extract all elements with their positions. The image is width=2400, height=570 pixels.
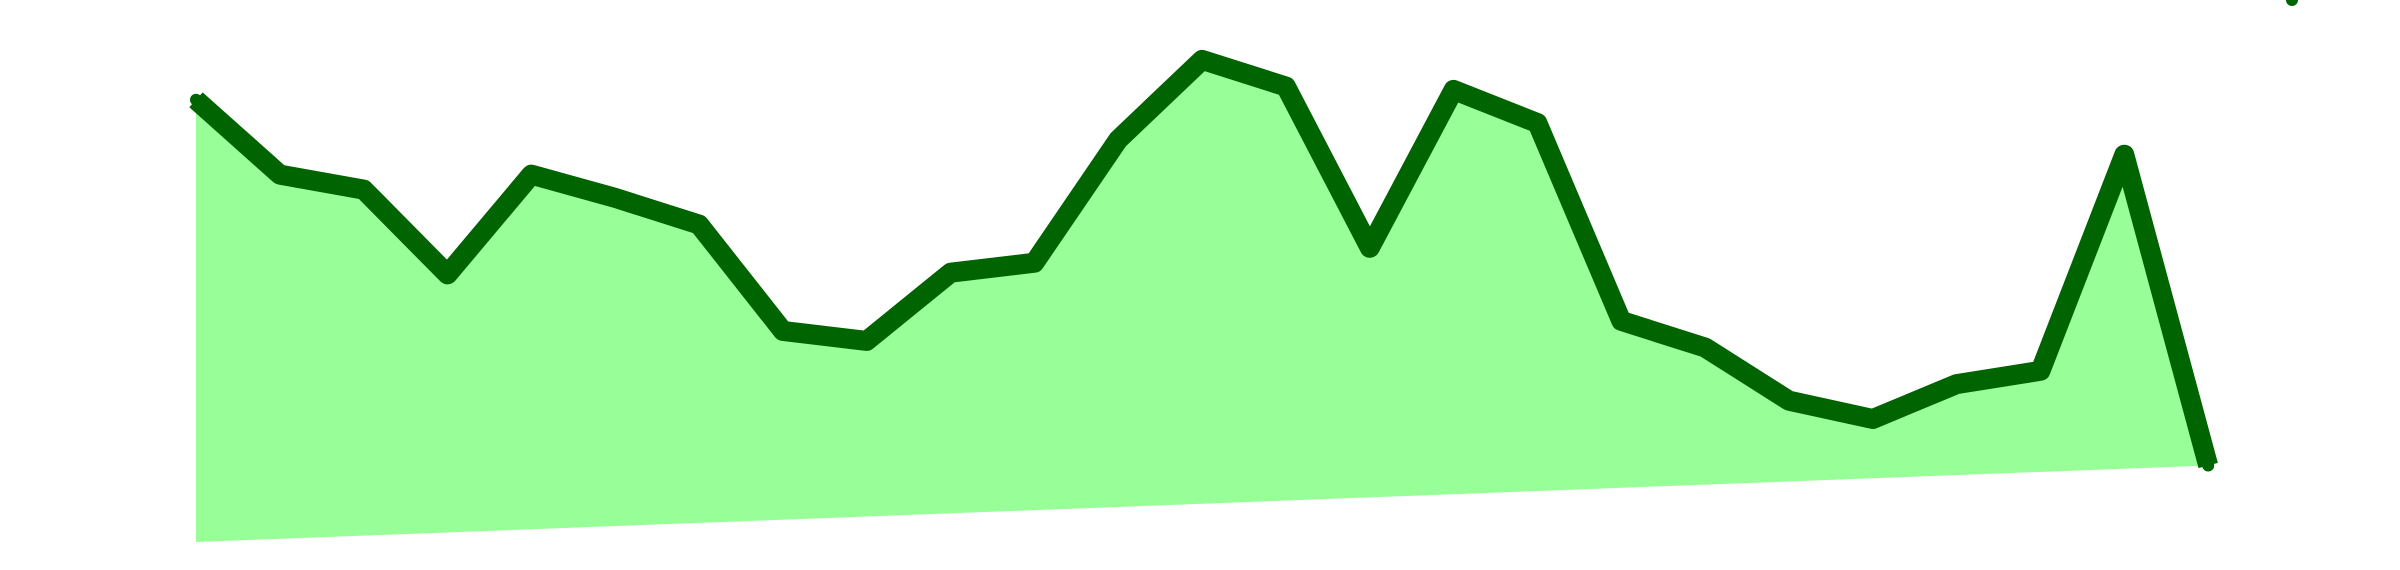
data-point [1447, 83, 1460, 96]
data-point [1699, 341, 1712, 354]
data-point [776, 324, 789, 337]
data-point [273, 168, 286, 181]
data-point [441, 268, 454, 281]
data-point [860, 334, 873, 347]
data-point [525, 168, 538, 181]
data-point [1363, 241, 1376, 254]
data-point [1196, 53, 1209, 66]
data-point [190, 93, 202, 106]
data-point [1615, 314, 1628, 327]
area-layer [196, 59, 2209, 543]
data-point [1028, 256, 1041, 269]
data-point [2118, 148, 2131, 161]
data-point [2286, 0, 2298, 6]
data-point [1112, 133, 1125, 146]
point-layer [190, 0, 2298, 472]
data-point [1783, 394, 1795, 407]
area-fill [196, 59, 2209, 543]
data-point [1279, 80, 1292, 93]
data-point [2202, 459, 2215, 472]
data-point [609, 191, 622, 204]
data-point [1531, 117, 1544, 130]
data-point [1950, 378, 1963, 391]
data-point [2034, 364, 2047, 377]
data-point [693, 218, 705, 231]
data-point [357, 183, 370, 196]
data-point [944, 266, 957, 279]
data-point [1866, 413, 1879, 425]
